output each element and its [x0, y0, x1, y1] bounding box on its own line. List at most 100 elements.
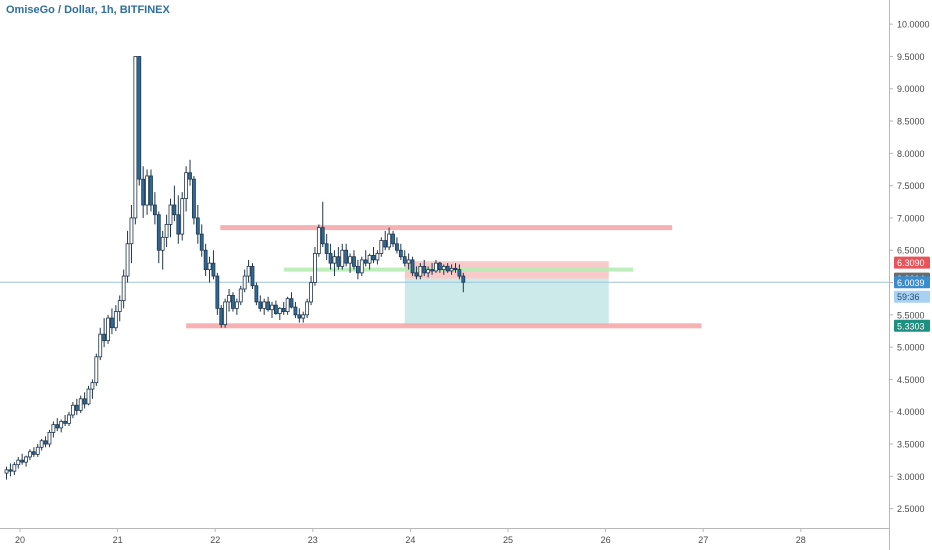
candle[interactable] [453, 263, 458, 273]
candle[interactable] [277, 307, 282, 320]
candle[interactable] [51, 421, 56, 438]
candle[interactable] [16, 456, 21, 469]
candle[interactable] [426, 266, 431, 278]
candle[interactable] [47, 429, 52, 448]
candle[interactable] [367, 253, 372, 270]
candle[interactable] [70, 402, 75, 419]
candle[interactable] [379, 237, 384, 257]
candle[interactable] [398, 243, 403, 260]
candle[interactable] [156, 211, 161, 264]
candle[interactable] [250, 263, 255, 289]
price-tag[interactable] [894, 256, 930, 269]
candle[interactable] [184, 166, 189, 212]
candle[interactable] [117, 295, 122, 322]
candle[interactable] [316, 224, 321, 257]
candle[interactable] [422, 259, 427, 277]
candle[interactable] [297, 308, 302, 323]
candle[interactable] [227, 288, 231, 312]
candle[interactable] [289, 292, 294, 309]
candle[interactable] [82, 392, 87, 409]
candle[interactable] [149, 169, 153, 212]
candle[interactable] [258, 295, 263, 312]
candle[interactable] [328, 243, 333, 270]
candle[interactable] [371, 247, 376, 264]
candle[interactable] [219, 305, 224, 328]
candle[interactable] [352, 250, 356, 270]
candle[interactable] [301, 311, 306, 323]
symbol-label[interactable]: OmiseGo / Dollar [6, 4, 95, 16]
candle[interactable] [270, 301, 274, 319]
candle[interactable] [266, 296, 270, 312]
candle[interactable] [164, 214, 169, 248]
candle[interactable] [223, 298, 228, 328]
candle[interactable] [141, 166, 146, 218]
candle[interactable] [63, 414, 67, 426]
candle[interactable] [180, 192, 185, 241]
candle[interactable] [215, 272, 220, 315]
candle[interactable] [359, 256, 364, 277]
price-tag[interactable] [894, 290, 930, 303]
candle[interactable] [90, 379, 95, 399]
candle[interactable] [188, 159, 192, 186]
candle[interactable] [430, 263, 434, 275]
candle[interactable] [102, 318, 107, 348]
candle[interactable] [395, 237, 399, 254]
candle[interactable] [332, 250, 337, 277]
candle[interactable] [145, 169, 149, 215]
candle[interactable] [67, 411, 71, 426]
candle[interactable] [246, 259, 251, 283]
candle[interactable] [437, 261, 442, 273]
interval-label[interactable]: 1h [100, 4, 114, 16]
candle[interactable] [449, 264, 454, 275]
candle[interactable] [195, 205, 200, 244]
candle[interactable] [133, 56, 138, 225]
candle[interactable] [176, 195, 181, 244]
candle[interactable] [172, 185, 177, 222]
candle[interactable] [110, 308, 114, 335]
price-tag[interactable] [894, 276, 930, 289]
candle[interactable] [20, 453, 25, 465]
support-level[interactable] [186, 323, 702, 329]
candle[interactable] [461, 272, 466, 293]
candle[interactable] [262, 298, 267, 315]
target-zone[interactable] [404, 278, 609, 326]
candle[interactable] [274, 300, 278, 315]
candle[interactable] [305, 298, 310, 319]
candle[interactable] [348, 253, 352, 273]
candle[interactable] [445, 263, 450, 273]
candle[interactable] [106, 314, 110, 344]
candle[interactable] [441, 264, 446, 275]
candle[interactable] [78, 395, 83, 414]
candle[interactable] [320, 201, 325, 248]
candle[interactable] [375, 250, 380, 265]
candle[interactable] [137, 56, 142, 186]
candle[interactable] [336, 247, 341, 270]
candle[interactable] [203, 243, 208, 277]
candle[interactable] [387, 227, 392, 251]
candle[interactable] [74, 398, 79, 415]
candle[interactable] [98, 327, 103, 361]
candle[interactable] [406, 253, 411, 270]
price-tag[interactable] [894, 319, 930, 332]
candle[interactable] [231, 292, 235, 312]
candle[interactable] [313, 247, 317, 286]
candle[interactable] [383, 230, 388, 251]
candle[interactable] [43, 436, 48, 448]
candle[interactable] [355, 259, 360, 280]
candle[interactable] [410, 256, 415, 277]
resistance-level[interactable] [220, 225, 673, 231]
candle[interactable] [12, 462, 17, 476]
candle[interactable] [340, 243, 345, 270]
candle[interactable] [86, 385, 91, 406]
candle[interactable] [24, 455, 28, 467]
candle[interactable] [59, 419, 64, 433]
candle[interactable] [207, 256, 212, 283]
candle[interactable] [129, 205, 134, 264]
candle[interactable] [39, 438, 44, 451]
candle[interactable] [31, 447, 36, 457]
candle[interactable] [402, 250, 407, 267]
candle[interactable] [121, 269, 126, 309]
candle[interactable] [434, 259, 438, 273]
candle[interactable] [344, 243, 349, 267]
